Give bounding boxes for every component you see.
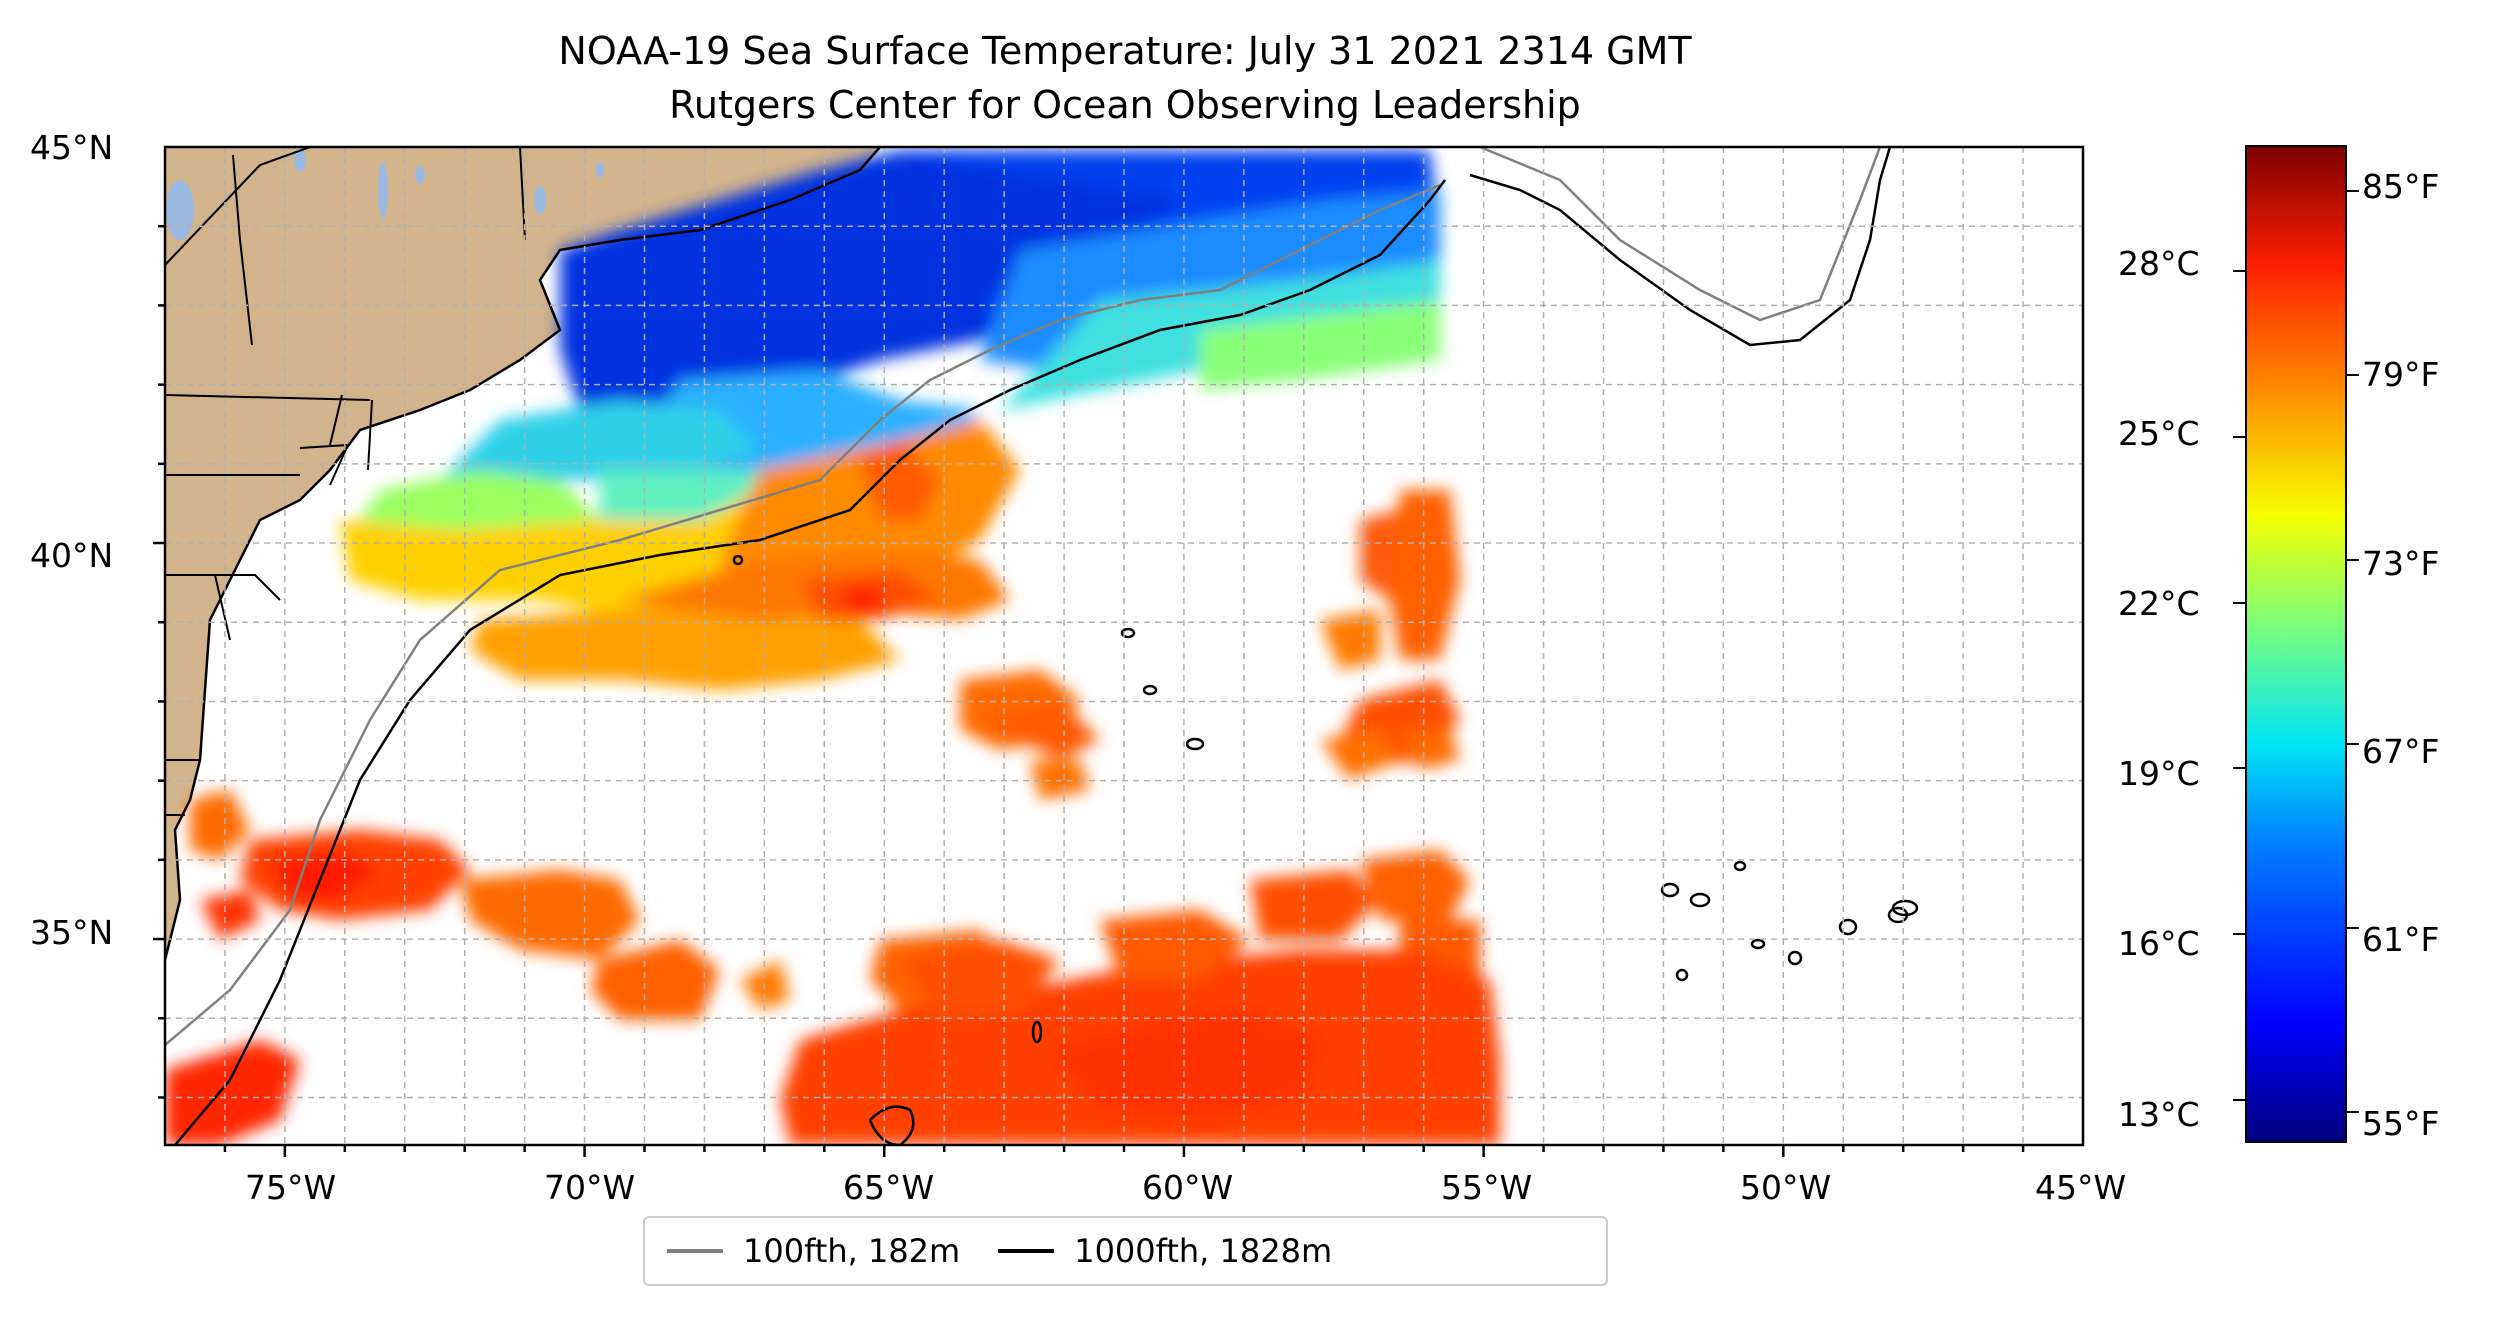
inland-lakes [166,148,604,240]
colorbar-tick-c [2233,933,2245,936]
lon-tick-label: 45°W [2035,1168,2127,1207]
fahrenheit-label: 85°F [2362,167,2440,206]
sst-field [165,150,1500,1145]
colorbar-tick-f [2347,742,2359,745]
fahrenheit-label: 55°F [2362,1104,2440,1143]
gridlines [165,147,2083,1145]
lon-tick-label: 75°W [245,1168,337,1207]
fahrenheit-label: 67°F [2362,732,2440,771]
map-title: NOAA-19 Sea Surface Temperature: July 31… [558,29,1692,73]
celsius-label: 25°C [2118,414,2200,453]
colorbar-tick-c [2233,435,2245,438]
colorbar-tick-f [2347,1111,2359,1114]
fahrenheit-label: 79°F [2362,355,2440,394]
isobath-1000fth [174,179,1446,1145]
celsius-label: 13°C [2118,1095,2200,1134]
state-boundaries [165,147,526,816]
lon-tick-label: 55°W [1441,1168,1533,1207]
legend-label: 1000fth, 1828m [1074,1232,1333,1270]
lon-tick-label: 65°W [843,1168,935,1207]
celsius-label: 28°C [2118,244,2200,283]
colorbar-tick-c [2233,269,2245,272]
colorbar-tick-f [2347,190,2359,193]
colorbar-tick-f [2347,374,2359,377]
legend-item-1000fth: 1000fth, 1828m [998,1232,1332,1270]
celsius-label: 16°C [2118,924,2200,963]
seamount-contours [732,554,1919,1145]
legend-line-gray [667,1249,723,1253]
legend-label: 100fth, 182m [743,1232,961,1270]
lat-tick-label: 40°N [30,536,114,575]
colorbar-tick-f [2347,558,2359,561]
celsius-label: 22°C [2118,584,2200,623]
isobath-1000fth-east [1469,147,1892,347]
lat-tick-label: 35°N [30,913,114,952]
colorbar-tick-c [2233,601,2245,604]
colorbar-tick-f [2347,927,2359,930]
fahrenheit-label: 61°F [2362,920,2440,959]
map-subtitle: Rutgers Center for Ocean Observing Leade… [669,83,1581,127]
axis-ticks [153,224,2025,1157]
fahrenheit-label: 73°F [2362,544,2440,583]
lon-tick-label: 70°W [544,1168,636,1207]
legend-item-100fth: 100fth, 182m [667,1232,960,1270]
temperature-colorbar [2245,145,2347,1143]
lon-tick-label: 50°W [1740,1168,1832,1207]
celsius-label: 19°C [2118,754,2200,793]
legend-line-black [998,1249,1055,1253]
lat-tick-label: 45°N [30,128,114,167]
lon-tick-label: 60°W [1142,1168,1234,1207]
isobath-100fth [165,183,1441,1046]
isobath-legend: 100fth, 182m 1000fth, 1828m [643,1216,1608,1286]
isobath-100fth-east [1479,147,1882,322]
colorbar-tick-c [2233,767,2245,770]
land-north-america [165,147,880,960]
colorbar-tick-c [2233,1099,2245,1101]
